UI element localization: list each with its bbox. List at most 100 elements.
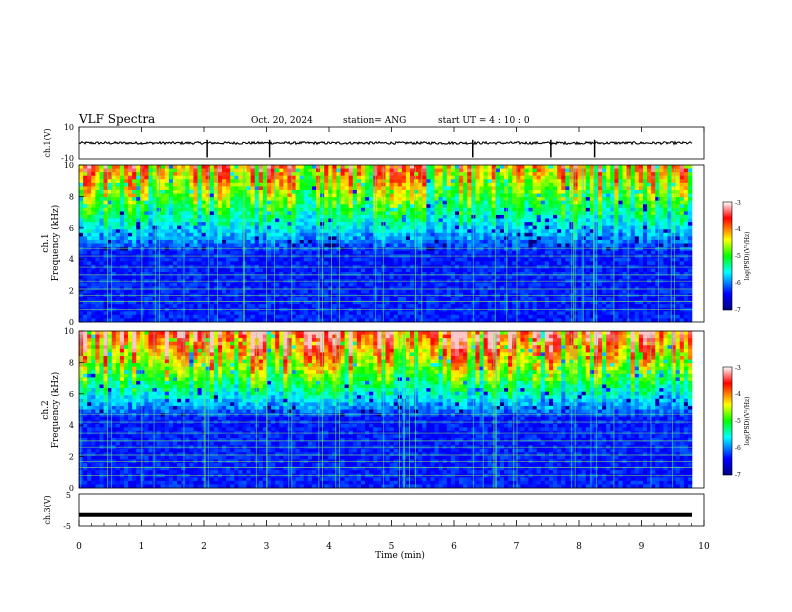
spectrogram-cell: [230, 268, 235, 273]
spectrogram-cell: [336, 218, 341, 223]
spectrogram-cell: [316, 257, 321, 262]
spectrogram-cell: [360, 225, 366, 230]
spectrogram-cell: [450, 186, 456, 191]
spectrogram-cell: [487, 179, 493, 184]
spectrogram-cell: [250, 168, 256, 173]
spectrogram-cell: [193, 286, 198, 291]
spectrogram-cell: [193, 211, 198, 216]
spectrogram-cell: [172, 182, 178, 187]
spectrogram-cell: [405, 204, 411, 209]
spectrogram-cell: [463, 243, 468, 248]
spectrogram-cell: [148, 175, 153, 180]
spectrogram-cell: [536, 289, 542, 294]
spectrogram-cell: [483, 300, 488, 305]
spectrogram-cell: [230, 247, 235, 251]
spectrogram-cell: [177, 261, 182, 266]
spectrogram-cell: [495, 172, 501, 177]
spectrogram-cell: [115, 211, 121, 216]
spectrogram-cell: [324, 229, 329, 234]
spectrogram-cell: [463, 182, 468, 187]
spectrogram-cell: [136, 225, 141, 230]
spectrogram-cell: [536, 282, 542, 287]
spectrogram-cell: [377, 275, 382, 280]
spectrogram-cell: [459, 211, 464, 216]
spectrogram-cell: [405, 225, 411, 230]
spectrogram-cell: [491, 311, 497, 316]
spectrogram-cell: [487, 275, 493, 280]
spectrogram-cell: [189, 175, 194, 180]
spectrogram-cell: [324, 207, 329, 212]
spectrogram-cell: [193, 189, 198, 194]
spectrogram-cell: [385, 261, 390, 266]
spectrogram-cell: [454, 304, 460, 309]
spectrogram-cell: [401, 189, 407, 194]
spectrogram-cell: [426, 286, 431, 291]
spectrogram-cell: [410, 218, 415, 223]
spectrogram-cell: [262, 189, 268, 194]
spectrogram-cell: [504, 250, 509, 255]
spectrogram-cell: [156, 286, 162, 291]
spectrogram-cell: [504, 318, 509, 323]
spectrogram-cell: [528, 311, 533, 316]
spectrogram-cell: [160, 297, 166, 301]
spectrogram-cell: [397, 232, 403, 237]
spectrogram-cell: [397, 239, 403, 244]
spectrogram-cell: [152, 314, 157, 319]
spectrogram-cell: [181, 179, 186, 184]
spectrogram-cell: [365, 172, 370, 177]
spectrogram-cell: [348, 289, 354, 294]
spectrogram-cell: [115, 182, 121, 187]
spectrogram-cell: [504, 218, 509, 223]
spectrogram-cell: [279, 218, 284, 223]
spectrogram-cell: [279, 300, 284, 305]
spectrogram-cell: [168, 207, 174, 212]
spectrogram-cell: [389, 207, 394, 212]
spectrogram-cell: [410, 297, 415, 301]
spectrogram-cell: [365, 318, 370, 323]
spectrogram-cell: [532, 272, 538, 276]
spectrogram-cell: [454, 318, 460, 323]
spectrogram-cell: [446, 222, 452, 226]
spectrogram-cell: [385, 286, 390, 291]
spectrogram-cell: [348, 193, 354, 198]
spectrogram-cell: [128, 289, 133, 294]
spectrogram-cell: [454, 225, 460, 230]
spectrogram-cell: [168, 200, 174, 205]
spectrogram-cell: [279, 261, 284, 266]
spectrogram-cell: [283, 318, 288, 323]
spectrogram-cell: [132, 250, 137, 255]
spectrogram-cell: [410, 222, 415, 226]
spectrogram-cell: [156, 261, 162, 266]
spectrogram-cell: [156, 243, 162, 248]
spectrogram-cell: [422, 189, 427, 194]
spectrogram-cell: [504, 243, 509, 248]
spectrogram-cell: [336, 193, 341, 198]
spectrogram-cell: [438, 207, 444, 212]
spectrogram-cell: [311, 239, 317, 244]
spectrogram-cell: [201, 250, 206, 255]
spectrogram-cell: [446, 304, 452, 309]
spectrogram-cell: [295, 204, 300, 209]
spectrogram-cell: [217, 200, 223, 205]
spectrogram-cell: [303, 232, 309, 237]
spectrogram-cell: [450, 193, 456, 198]
spectrogram-cell: [418, 314, 423, 319]
spectrogram-cell: [128, 218, 133, 223]
spectrogram-cell: [532, 314, 538, 319]
spectrogram-cell: [348, 214, 354, 219]
spectrogram-cell: [266, 182, 272, 187]
spectrogram-cell: [316, 179, 321, 184]
spectrogram-cell: [103, 225, 108, 230]
spectrogram-cell: [209, 175, 215, 180]
spectrogram-cell: [328, 311, 333, 316]
spectrogram-cell: [295, 182, 300, 187]
spectrogram-cell: [299, 304, 305, 309]
spectrogram-cell: [291, 193, 296, 198]
spectrogram-cell: [295, 172, 300, 177]
spectrogram-cell: [483, 214, 488, 219]
spectrogram-cell: [463, 272, 468, 276]
spectrogram-cell: [99, 222, 104, 226]
spectrogram-cell: [140, 250, 145, 255]
spectrogram-cell: [103, 300, 108, 305]
spectrogram-cell: [201, 200, 206, 205]
